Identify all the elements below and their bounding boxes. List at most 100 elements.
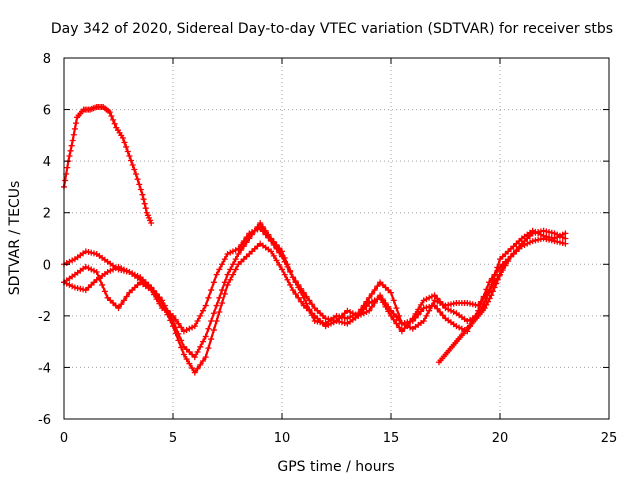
data-point-marker bbox=[371, 297, 378, 304]
data-point-marker bbox=[170, 323, 176, 330]
data-point-marker bbox=[295, 281, 302, 288]
data-point-marker bbox=[270, 241, 277, 248]
data-point-marker bbox=[213, 318, 220, 325]
data-point-marker bbox=[246, 235, 253, 242]
data-point-marker bbox=[298, 285, 305, 292]
data-point-marker bbox=[106, 109, 113, 116]
data-point-marker bbox=[498, 269, 505, 276]
data-point-marker bbox=[208, 287, 215, 294]
data-point-marker bbox=[442, 305, 449, 312]
data-point-marker bbox=[194, 318, 201, 325]
data-point-marker bbox=[66, 258, 73, 265]
data-point-marker bbox=[281, 258, 288, 265]
data-point-marker bbox=[437, 308, 444, 315]
data-point-marker bbox=[175, 320, 182, 327]
data-point-marker bbox=[85, 265, 92, 272]
data-point-marker bbox=[409, 315, 416, 322]
data-point-marker bbox=[308, 301, 315, 308]
data-point-marker bbox=[172, 316, 179, 323]
data-point-marker bbox=[251, 227, 258, 234]
data-point-marker bbox=[276, 261, 283, 268]
data-point-marker bbox=[447, 307, 454, 314]
data-point-marker bbox=[172, 330, 179, 337]
data-point-marker bbox=[298, 298, 305, 305]
data-point-marker bbox=[170, 312, 176, 319]
data-point-marker bbox=[64, 164, 71, 171]
data-point-marker bbox=[205, 325, 212, 332]
x-tick-label: 15 bbox=[383, 431, 400, 446]
data-point-marker bbox=[69, 137, 76, 144]
data-point-marker bbox=[423, 312, 430, 319]
data-point-marker bbox=[194, 348, 201, 355]
data-point-marker bbox=[229, 261, 236, 268]
data-point-marker bbox=[412, 310, 419, 317]
data-point-marker bbox=[303, 293, 310, 300]
data-point-marker bbox=[238, 247, 245, 254]
data-point-marker bbox=[562, 235, 569, 242]
data-point-marker bbox=[526, 239, 533, 246]
data-point-marker bbox=[284, 263, 291, 270]
x-tick-label: 20 bbox=[492, 431, 509, 446]
data-point-marker bbox=[420, 297, 427, 304]
data-point-marker bbox=[556, 232, 563, 239]
data-point-marker bbox=[426, 294, 433, 301]
data-point-marker bbox=[377, 294, 384, 301]
data-point-marker bbox=[197, 343, 204, 350]
data-point-marker bbox=[119, 134, 126, 141]
series-track-3 bbox=[61, 235, 569, 376]
data-point-marker bbox=[485, 298, 492, 305]
data-point-marker bbox=[123, 293, 130, 300]
data-point-marker bbox=[90, 267, 97, 274]
data-point-marker bbox=[120, 266, 127, 273]
data-point-marker bbox=[420, 318, 427, 325]
data-point-marker bbox=[257, 225, 264, 232]
series-layer bbox=[61, 103, 569, 376]
data-point-marker bbox=[434, 305, 441, 312]
data-point-marker bbox=[140, 196, 147, 203]
data-point-marker bbox=[224, 281, 231, 288]
data-point-marker bbox=[344, 307, 351, 314]
data-point-marker bbox=[393, 320, 400, 327]
data-point-marker bbox=[227, 276, 234, 283]
y-tick-label: 4 bbox=[43, 155, 51, 170]
data-point-marker bbox=[388, 289, 394, 296]
data-point-marker bbox=[388, 312, 394, 319]
data-point-marker bbox=[243, 234, 250, 241]
data-point-marker bbox=[66, 152, 73, 159]
data-point-marker bbox=[216, 266, 223, 273]
data-point-marker bbox=[284, 276, 291, 283]
data-point-marker bbox=[183, 356, 190, 363]
data-point-marker bbox=[287, 281, 294, 288]
data-point-marker bbox=[137, 186, 144, 193]
data-point-marker bbox=[371, 287, 378, 294]
data-point-marker bbox=[205, 294, 212, 301]
data-point-marker bbox=[66, 281, 73, 288]
data-point-marker bbox=[129, 162, 136, 169]
data-point-marker bbox=[521, 241, 528, 248]
y-tick-label: 0 bbox=[43, 258, 51, 273]
data-point-marker bbox=[213, 302, 220, 309]
data-point-marker bbox=[191, 369, 198, 376]
data-point-marker bbox=[292, 278, 299, 285]
data-point-marker bbox=[300, 289, 307, 296]
data-point-marker bbox=[529, 227, 536, 234]
data-point-marker bbox=[349, 310, 356, 317]
data-point-marker bbox=[189, 365, 196, 372]
data-point-marker bbox=[72, 120, 79, 127]
data-point-marker bbox=[96, 275, 103, 282]
data-point-marker bbox=[390, 316, 397, 323]
data-point-marker bbox=[216, 308, 223, 315]
data-point-marker bbox=[295, 294, 302, 301]
data-point-marker bbox=[439, 312, 446, 319]
data-point-marker bbox=[404, 321, 411, 328]
data-point-marker bbox=[115, 263, 122, 270]
x-tick-label: 10 bbox=[274, 431, 291, 446]
data-point-marker bbox=[141, 200, 148, 207]
data-point-marker bbox=[197, 312, 204, 319]
data-point-marker bbox=[202, 354, 209, 361]
y-axis-title: SDTVAR / TECUs bbox=[7, 181, 23, 296]
data-point-marker bbox=[82, 263, 89, 270]
data-point-marker bbox=[390, 297, 397, 304]
data-point-marker bbox=[281, 271, 288, 278]
data-point-marker bbox=[417, 301, 424, 308]
